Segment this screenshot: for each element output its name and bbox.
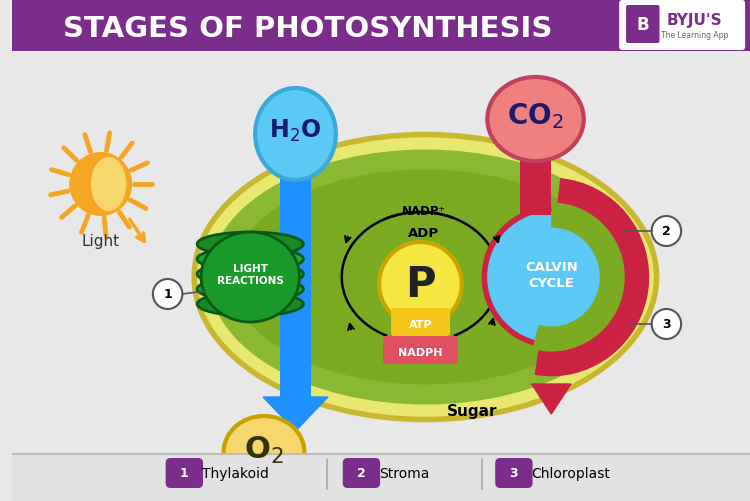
Circle shape (380, 242, 462, 326)
Ellipse shape (231, 170, 620, 385)
Text: 3: 3 (509, 466, 518, 479)
Bar (520, 148, 551, 215)
Text: ATP: ATP (409, 319, 432, 329)
Circle shape (652, 310, 681, 339)
Ellipse shape (488, 78, 584, 162)
Text: Sugar: Sugar (447, 404, 498, 419)
FancyBboxPatch shape (626, 6, 659, 44)
Ellipse shape (194, 135, 656, 420)
Polygon shape (263, 397, 328, 431)
Text: 2: 2 (357, 466, 366, 479)
Text: BYJU'S: BYJU'S (667, 14, 723, 29)
Text: CO$_2$: CO$_2$ (507, 101, 564, 131)
Text: Chloroplast: Chloroplast (532, 466, 610, 480)
Text: The Learning App: The Learning App (662, 31, 728, 40)
FancyBboxPatch shape (620, 1, 745, 51)
Text: Thylakoid: Thylakoid (202, 466, 269, 480)
Text: NADP⁺: NADP⁺ (401, 205, 445, 218)
FancyBboxPatch shape (12, 0, 750, 52)
Circle shape (69, 153, 132, 216)
Polygon shape (532, 384, 571, 414)
Ellipse shape (197, 278, 304, 302)
Text: Stroma: Stroma (380, 466, 430, 480)
Text: 1: 1 (164, 288, 172, 301)
Ellipse shape (197, 247, 304, 272)
Text: 1: 1 (180, 466, 189, 479)
Text: O$_2$: O$_2$ (244, 433, 284, 464)
Text: ADP: ADP (408, 227, 439, 240)
Bar (12, 453, 750, 501)
Circle shape (652, 216, 681, 246)
FancyBboxPatch shape (391, 309, 450, 336)
Ellipse shape (197, 263, 304, 287)
Circle shape (153, 280, 182, 310)
Circle shape (484, 209, 618, 345)
Text: H$_2$O: H$_2$O (269, 118, 322, 144)
Text: NADPH: NADPH (398, 347, 442, 357)
Ellipse shape (197, 293, 304, 316)
Ellipse shape (197, 232, 304, 257)
Text: B: B (637, 16, 649, 34)
Text: P: P (405, 264, 436, 306)
Ellipse shape (209, 150, 642, 405)
FancyBboxPatch shape (383, 336, 458, 364)
Text: STAGES OF PHOTOSYNTHESIS: STAGES OF PHOTOSYNTHESIS (62, 15, 552, 43)
Text: Light: Light (82, 234, 120, 249)
Text: CALVIN
CYCLE: CALVIN CYCLE (525, 261, 578, 290)
Text: LIGHT
REACTIONS: LIGHT REACTIONS (217, 263, 284, 286)
Bar (280, 168, 311, 397)
FancyBboxPatch shape (166, 458, 203, 488)
Ellipse shape (224, 416, 304, 488)
FancyBboxPatch shape (495, 458, 532, 488)
Text: 2: 2 (662, 225, 670, 238)
Ellipse shape (91, 158, 126, 211)
Ellipse shape (255, 89, 336, 181)
FancyBboxPatch shape (343, 458, 380, 488)
Text: 3: 3 (662, 318, 670, 331)
Ellipse shape (201, 232, 299, 322)
